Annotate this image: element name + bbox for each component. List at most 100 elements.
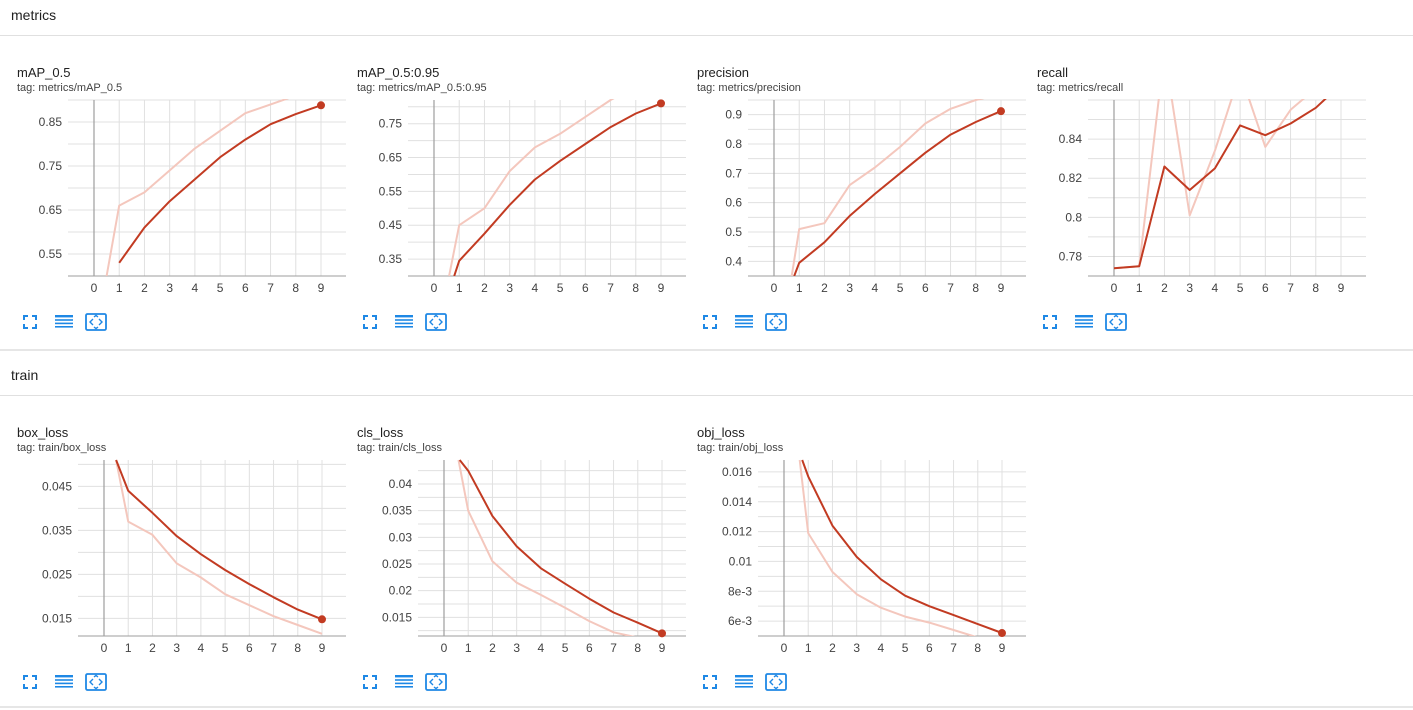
last-point-marker[interactable] [998, 629, 1006, 638]
series-line-smoothed[interactable] [1113, 84, 1341, 270]
fullscreen-icon [702, 314, 726, 330]
fit-domain-button[interactable] [765, 671, 789, 693]
chart-tag: tag: metrics/mAP_0.5 [17, 82, 123, 94]
chart-title: cls_loss [357, 425, 404, 440]
series-line-raw[interactable] [448, 80, 661, 276]
data-table-button[interactable] [54, 671, 78, 693]
x-tick-label: 0 [781, 641, 788, 655]
line-chart[interactable]: 0.55 0.65 0.75 0.85 0 1 2 3 4 5 6 7 8 9 [0, 99, 350, 300]
x-tick-label: 8 [632, 281, 639, 295]
fullscreen-button[interactable] [362, 311, 386, 333]
section-title-metrics[interactable]: metrics [0, 0, 1413, 36]
x-tick-label: 4 [192, 281, 199, 295]
fullscreen-icon [22, 674, 46, 690]
y-tick-label: 6e-3 [728, 614, 752, 628]
data-table-button[interactable] [394, 311, 418, 333]
section-train: train [0, 360, 1413, 396]
y-tick-label: 0.012 [722, 525, 752, 539]
fit-domain-icon [1105, 313, 1129, 331]
last-point-marker[interactable] [317, 101, 325, 110]
series-line-smoothed[interactable] [793, 110, 1002, 276]
fit-domain-button[interactable] [85, 671, 109, 693]
data-table-button[interactable] [734, 671, 758, 693]
last-point-marker[interactable] [658, 629, 666, 638]
y-tick-label: 0.8 [1065, 210, 1082, 224]
section-metrics: metrics [0, 0, 1413, 36]
y-tick-label: 0.02 [389, 584, 413, 598]
fullscreen-button[interactable] [702, 671, 726, 693]
fullscreen-button[interactable] [22, 311, 46, 333]
y-tick-label: 0.8 [725, 137, 742, 151]
chart-card: recall tag: metrics/recall 0.78 0.8 0.82 0.84… [1020, 44, 1366, 344]
line-chart[interactable]: 0.4 0.5 0.6 0.7 0.8 0.9 0 1 2 3 4 5 6 7 8 9 [680, 99, 1030, 300]
series-line-raw[interactable] [105, 91, 321, 276]
x-tick-label: 1 [805, 641, 812, 655]
y-tick-label: 0.4 [725, 254, 742, 268]
x-tick-label: 6 [582, 281, 589, 295]
x-tick-label: 5 [217, 281, 224, 295]
fit-domain-button[interactable] [1105, 311, 1129, 333]
y-tick-label: 0.65 [39, 203, 63, 217]
y-tick-label: 0.9 [725, 108, 742, 122]
x-tick-label: 7 [267, 281, 274, 295]
data-table-button[interactable] [394, 671, 418, 693]
x-tick-label: 5 [222, 641, 229, 655]
y-tick-label: 0.014 [722, 495, 752, 509]
series-line-raw[interactable] [1113, 51, 1341, 270]
chart-tag: tag: metrics/recall [1037, 82, 1124, 94]
fullscreen-button[interactable] [22, 671, 46, 693]
last-point-marker[interactable] [657, 99, 665, 108]
fullscreen-button[interactable] [362, 671, 386, 693]
y-tick-label: 0.015 [382, 610, 412, 624]
x-tick-label: 9 [318, 281, 325, 295]
y-tick-label: 0.03 [389, 530, 413, 544]
x-tick-label: 1 [456, 281, 463, 295]
series-line-raw[interactable] [798, 459, 1002, 642]
data-table-button[interactable] [1074, 311, 1098, 333]
line-chart[interactable]: 0.35 0.45 0.55 0.65 0.75 0 1 2 3 4 5 6 7 8 9 [340, 99, 690, 300]
fit-domain-icon [765, 673, 789, 691]
x-tick-label: 9 [658, 281, 665, 295]
series-line-raw[interactable] [790, 94, 1001, 276]
y-tick-label: 0.78 [1059, 249, 1083, 263]
line-chart[interactable]: 6e-3 8e-3 0.01 0.012 0.014 0.016 0 1 2 3 4 5 6 7 8 9 [680, 459, 1030, 660]
last-point-marker[interactable] [318, 615, 326, 624]
series-line-smoothed[interactable] [453, 102, 662, 276]
chart-title: precision [697, 65, 750, 80]
series-line-smoothed[interactable] [115, 459, 323, 621]
series-line-raw[interactable] [115, 459, 323, 635]
x-tick-label: 1 [796, 281, 803, 295]
fullscreen-button[interactable] [1042, 311, 1066, 333]
fullscreen-icon [22, 314, 46, 330]
chart-tag: tag: metrics/precision [697, 82, 801, 94]
x-tick-label: 4 [872, 281, 879, 295]
fit-domain-button[interactable] [425, 311, 449, 333]
chart-card: precision tag: metrics/precision 0.4 0.5 0.6… [680, 44, 1026, 344]
line-chart[interactable]: 0.015 0.025 0.035 0.045 0 1 2 3 4 5 6 7 8 9 [0, 459, 350, 660]
line-chart[interactable]: 0.015 0.02 0.025 0.03 0.035 0.04 0 1 2 3 4 5 6 7 8 9 [340, 459, 690, 660]
series-line-raw[interactable] [457, 459, 663, 647]
section-title-train[interactable]: train [0, 360, 1413, 396]
x-tick-label: 5 [897, 281, 904, 295]
data-table-button[interactable] [734, 311, 758, 333]
fit-domain-button[interactable] [765, 311, 789, 333]
x-tick-label: 1 [125, 641, 132, 655]
fit-domain-button[interactable] [85, 311, 109, 333]
x-tick-label: 4 [532, 281, 539, 295]
line-chart[interactable]: 0.78 0.8 0.82 0.84 0 1 2 3 4 5 6 7 8 9 [1020, 99, 1370, 300]
x-tick-label: 5 [557, 281, 564, 295]
x-tick-label: 9 [999, 641, 1006, 655]
series-line-smoothed[interactable] [801, 459, 1003, 634]
series-line-smoothed[interactable] [118, 104, 322, 264]
chart-title: recall [1037, 65, 1069, 80]
x-tick-label: 8 [972, 281, 979, 295]
fit-domain-button[interactable] [425, 671, 449, 693]
x-tick-label: 2 [141, 281, 148, 295]
last-point-marker[interactable] [997, 107, 1005, 116]
data-table-button[interactable] [54, 311, 78, 333]
series-line-smoothed[interactable] [458, 459, 663, 635]
data-table-icon [54, 314, 78, 330]
y-tick-label: 0.85 [39, 115, 63, 129]
fullscreen-button[interactable] [702, 311, 726, 333]
x-tick-label: 1 [116, 281, 123, 295]
